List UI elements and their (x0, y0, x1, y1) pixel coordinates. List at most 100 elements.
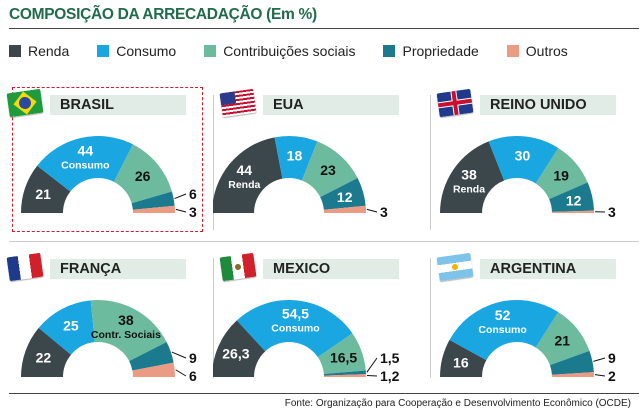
segment-outros (132, 205, 175, 213)
segment-propriedade (129, 342, 174, 371)
segment-consumo (488, 136, 559, 184)
legend: Renda Consumo Contribuições sociais Prop… (9, 43, 596, 59)
country-header: EUA (263, 95, 399, 115)
value-label-contribuicoes: 19 (553, 167, 569, 183)
source-note: Fonte: Organização para Cooperação e Des… (284, 398, 631, 409)
value-label-contribuicoes: 23 (320, 162, 336, 178)
divider (430, 95, 431, 230)
value-label-contribuicoes: 16,5 (330, 349, 357, 365)
chart-panel-reino-unido: REINO UNIDO 38 Renda 30 19 12 3 (430, 85, 641, 235)
value-label-renda: 22 (36, 349, 52, 365)
category-label: Contr. Sociais (91, 329, 161, 341)
segment-propriedade (549, 182, 594, 212)
legend-swatch (9, 45, 21, 57)
chart-panel-eua: EUA 44 Renda 18 23 12 3 (213, 85, 426, 235)
value-label-contribuicoes: 21 (554, 333, 570, 349)
leader-line (366, 357, 378, 373)
segment-renda (440, 141, 505, 213)
country-header: FRANÇA (50, 259, 186, 279)
segment-consumo (274, 136, 318, 181)
segment-renda (21, 165, 71, 213)
chart-panel-argentina: ARGENTINA 16 52 Consumo 21 9 2 (430, 249, 641, 399)
segment-outros (132, 362, 175, 377)
country-name: FRANÇA (60, 261, 122, 277)
country-header: BRASIL (50, 95, 186, 115)
legend-label: Renda (28, 43, 70, 59)
value-label-outros: 1,2 (380, 368, 400, 384)
leader-line (174, 193, 187, 200)
segment-outros (551, 372, 594, 377)
value-label-outros: 3 (189, 204, 197, 220)
value-label-renda: 21 (35, 186, 51, 202)
legend-item-renda: Renda (9, 43, 69, 59)
value-label-consumo: 44 (78, 142, 94, 158)
category-label: Consumo (61, 159, 109, 171)
segment-propriedade (549, 350, 594, 375)
title-rule (9, 28, 639, 29)
leader-line (171, 351, 187, 359)
legend-swatch (506, 45, 519, 57)
divider (213, 95, 214, 230)
legend-swatch (204, 45, 217, 57)
divider (430, 258, 431, 378)
category-label: Consumo (478, 324, 526, 336)
value-label-outros: 2 (608, 368, 616, 384)
segment-consumo (236, 300, 353, 358)
value-label-propriedade: 9 (608, 350, 616, 366)
segment-contribuicoes (113, 144, 172, 204)
category-label: Renda (228, 179, 260, 191)
chart-panel-frança: FRANÇA 22 25 38 Contr. Sociais 9 6 (0, 249, 213, 399)
legend-item-consumo: Consumo (97, 43, 176, 59)
footer-rule (9, 393, 639, 394)
country-name: REINO UNIDO (490, 97, 587, 113)
segment-contribuicoes (90, 300, 167, 362)
chart-panel-brasil: BRASIL 21 44 Consumo 26 6 3 (0, 85, 213, 235)
segment-renda (21, 327, 72, 377)
value-label-contribuicoes: 26 (135, 168, 151, 184)
legend-label: Outros (525, 43, 568, 59)
chart-panel-mexico: MEXICO 26,3 54,5 Consumo 16,5 1,5 1,2 (213, 249, 426, 399)
value-label-contribuicoes: 38 (118, 312, 134, 328)
value-label-propriedade: 6 (189, 186, 197, 202)
segment-contribuicoes (535, 311, 590, 366)
value-label-consumo: 25 (63, 318, 79, 334)
value-label-consumo: 30 (515, 147, 531, 163)
value-label-propriedade: 12 (566, 192, 582, 208)
category-label: Consumo (271, 322, 319, 334)
segment-contribuicoes (301, 141, 358, 198)
country-name: EUA (273, 97, 304, 113)
segment-contribuicoes (535, 147, 588, 200)
leader-line (175, 208, 187, 213)
segment-consumo (37, 136, 133, 192)
leader-line (175, 369, 187, 377)
value-label-propriedade: 12 (337, 189, 353, 205)
leader-line (594, 374, 606, 377)
segment-propriedade (320, 178, 366, 210)
segment-renda (213, 137, 283, 213)
highlight-box (12, 87, 203, 232)
legend-item-propriedade: Propriedade (383, 43, 479, 59)
divider (9, 241, 639, 242)
country-name: MEXICO (273, 261, 331, 277)
country-header: ARGENTINA (480, 259, 616, 279)
country-header: REINO UNIDO (480, 95, 616, 115)
value-label-consumo: 54,5 (282, 305, 309, 321)
segment-propriedade (323, 370, 366, 376)
segment-outros (551, 210, 594, 213)
country-name: ARGENTINA (490, 261, 577, 277)
value-label-renda: 16 (453, 355, 469, 371)
segment-consumo (38, 300, 95, 355)
value-label-propriedade: 9 (189, 350, 197, 366)
category-label: Renda (453, 183, 485, 195)
segment-consumo (449, 300, 559, 361)
segment-outros (323, 374, 366, 377)
divider (213, 258, 214, 378)
value-label-renda: 44 (237, 162, 253, 178)
chart-title: COMPOSIÇÃO DA ARRECADAÇÃO (Em %) (9, 6, 317, 23)
